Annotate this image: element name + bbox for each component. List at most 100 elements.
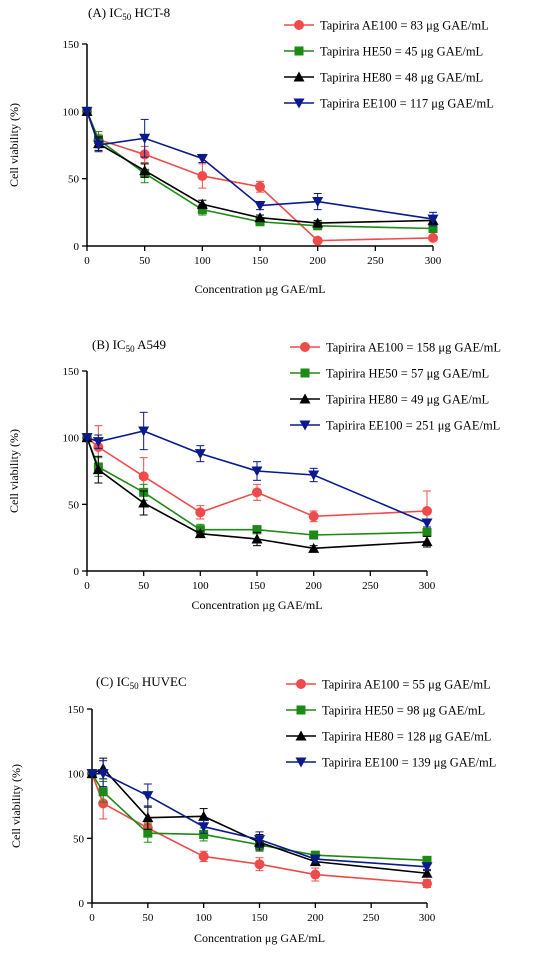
chart-panel-2: (B) IC50 A549 0 50 100 150 0 50 100 150 200 250 300… bbox=[7, 337, 501, 612]
data-point bbox=[422, 527, 432, 537]
y-tick-label: 100 bbox=[68, 769, 85, 781]
x-tick-label: 0 bbox=[89, 912, 95, 924]
legend-label: Tapirira HE50 = 45 μg GAE/mL bbox=[320, 45, 483, 59]
data-point bbox=[92, 437, 104, 448]
legend-marker bbox=[294, 20, 304, 30]
data-point bbox=[138, 426, 150, 437]
data-point bbox=[98, 787, 108, 797]
y-tick-label: 150 bbox=[68, 704, 85, 716]
data-point bbox=[93, 140, 105, 151]
data-point bbox=[138, 471, 149, 482]
data-point bbox=[308, 542, 320, 553]
x-tick-label: 50 bbox=[138, 580, 150, 592]
data-point bbox=[197, 170, 208, 181]
x-tick-label: 200 bbox=[307, 912, 324, 924]
panel-title: (B) IC50 A549 bbox=[92, 337, 166, 354]
data-point bbox=[198, 851, 209, 862]
legend-label: Tapirira HE50 = 57 μg GAE/mL bbox=[326, 367, 489, 381]
legend-marker bbox=[296, 705, 306, 715]
series-1 bbox=[87, 768, 432, 889]
x-axis-label: Concentration μg GAE/mL bbox=[191, 598, 322, 612]
legend-label: Tapirira EE100 = 251 μg GAE/mL bbox=[326, 419, 500, 433]
data-point bbox=[308, 470, 320, 481]
data-point bbox=[196, 153, 208, 164]
x-tick-label: 300 bbox=[419, 912, 436, 924]
y-tick-label: 150 bbox=[63, 366, 80, 378]
x-tick-label: 150 bbox=[249, 580, 266, 592]
legend-label: Tapirira HE80 = 48 μg GAE/mL bbox=[320, 71, 483, 85]
legend-marker bbox=[300, 368, 310, 378]
data-point bbox=[312, 197, 324, 208]
legend-label: Tapirira HE80 = 128 μg GAE/mL bbox=[322, 730, 491, 744]
legend-marker bbox=[293, 71, 305, 82]
legend-label: Tapirira EE100 = 117 μg GAE/mL bbox=[320, 97, 494, 111]
data-point bbox=[251, 466, 263, 477]
x-tick-label: 150 bbox=[251, 912, 268, 924]
data-point bbox=[254, 835, 265, 846]
data-point bbox=[142, 791, 154, 802]
series-4 bbox=[81, 411, 433, 529]
legend-marker bbox=[293, 98, 305, 109]
legend-label: Tapirira HE80 = 49 μg GAE/mL bbox=[326, 393, 489, 407]
data-point bbox=[139, 165, 151, 176]
x-tick-label: 250 bbox=[363, 912, 380, 924]
x-tick-label: 250 bbox=[362, 580, 379, 592]
y-axis-label: Cell viability (%) bbox=[9, 764, 23, 848]
legend-marker bbox=[295, 730, 307, 741]
data-point bbox=[312, 217, 324, 228]
data-point bbox=[421, 862, 433, 873]
x-axis-label: Concentration μg GAE/mL bbox=[194, 282, 325, 296]
data-point bbox=[312, 235, 323, 246]
data-point bbox=[427, 214, 439, 225]
legend-marker bbox=[296, 679, 306, 689]
legend-label: Tapirira EE100 = 139 μg GAE/mL bbox=[322, 756, 496, 770]
legend-label: Tapirira HE50 = 98 μg GAE/mL bbox=[322, 704, 485, 718]
data-point bbox=[197, 205, 207, 215]
x-tick-label: 300 bbox=[419, 580, 436, 592]
chart-panel-3: (C) IC50 HUVEC 0 50 100 150 0 50 100 150 200 250 30… bbox=[9, 674, 496, 945]
y-tick-label: 50 bbox=[68, 174, 80, 186]
x-tick-label: 0 bbox=[84, 255, 90, 267]
x-tick-label: 200 bbox=[309, 255, 326, 267]
y-tick-label: 100 bbox=[63, 433, 80, 445]
chart-panel-1: (A) IC50 HCT-8 0 50 100 150 0 50 100 150 200 250 30… bbox=[7, 5, 494, 296]
data-point bbox=[198, 822, 210, 833]
data-point bbox=[194, 528, 206, 539]
data-point bbox=[92, 464, 104, 475]
data-point bbox=[310, 869, 321, 880]
legend-label: Tapirira AE100 = 83 μg GAE/mL bbox=[320, 19, 489, 33]
data-point bbox=[195, 507, 206, 518]
data-point bbox=[422, 878, 432, 889]
x-tick-label: 100 bbox=[195, 912, 212, 924]
data-point bbox=[422, 506, 432, 516]
data-point bbox=[308, 511, 319, 522]
data-point bbox=[86, 769, 98, 780]
panel-title: (A) IC50 HCT-8 bbox=[88, 5, 170, 22]
legend-marker bbox=[299, 420, 311, 431]
x-tick-label: 100 bbox=[192, 580, 209, 592]
x-tick-label: 100 bbox=[194, 255, 211, 267]
y-tick-label: 0 bbox=[79, 898, 85, 910]
data-point bbox=[421, 867, 433, 878]
series-3 bbox=[81, 432, 433, 553]
x-tick-label: 50 bbox=[142, 912, 154, 924]
series-line bbox=[92, 772, 428, 868]
series-4 bbox=[86, 760, 433, 873]
legend-marker bbox=[295, 757, 307, 768]
data-point bbox=[255, 181, 265, 192]
legend-label: Tapirira AE100 = 158 μg GAE/mL bbox=[326, 341, 501, 355]
data-point bbox=[254, 212, 266, 223]
x-tick-label: 150 bbox=[252, 255, 269, 267]
y-tick-label: 50 bbox=[73, 833, 85, 845]
y-axis-label: Cell viability (%) bbox=[7, 429, 21, 513]
data-point bbox=[428, 232, 438, 243]
panel-title: (C) IC50 HUVEC bbox=[96, 674, 187, 691]
data-point bbox=[199, 829, 209, 839]
data-point bbox=[97, 769, 109, 780]
data-point bbox=[421, 536, 433, 547]
y-tick-label: 100 bbox=[63, 106, 80, 118]
legend-marker bbox=[300, 342, 310, 352]
x-tick-label: 0 bbox=[84, 580, 90, 592]
data-point bbox=[252, 487, 262, 498]
data-point bbox=[309, 854, 321, 865]
